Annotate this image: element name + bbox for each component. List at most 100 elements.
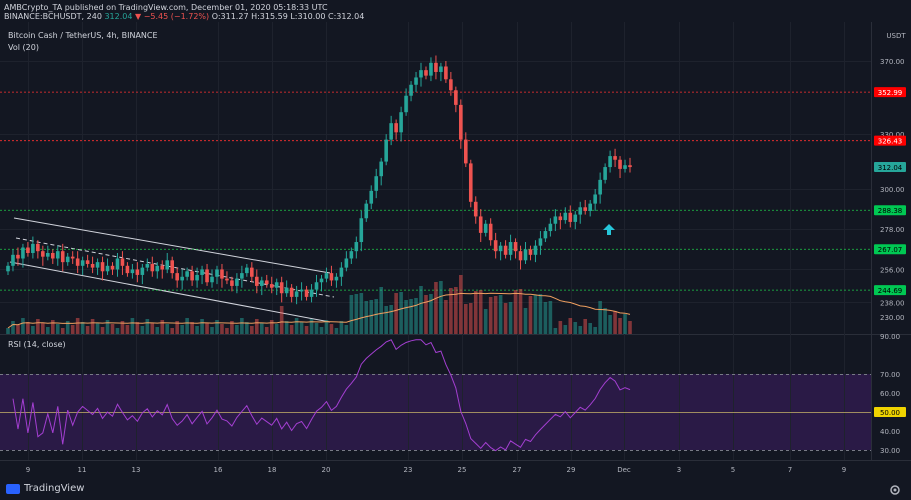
time-tick-label: 3 [677,466,681,474]
volume-bar [210,327,214,334]
volume-bar [439,281,443,334]
candle-body [563,212,568,221]
volume-bar [90,319,95,334]
volume-bar [279,306,284,334]
level-lines [0,91,871,291]
candle-body [16,254,20,259]
settings-gear-icon[interactable] [889,484,901,496]
volume-bar [140,326,145,334]
volume-bar [553,328,558,334]
candle-body [399,112,403,133]
price-badge-label: 326.43 [878,138,903,146]
publish-header: AMBCrypto_TA published on TradingView.co… [0,0,911,22]
candle-body [145,263,150,268]
volume-ma-line [7,292,631,329]
rsi-tick-label: 70.00 [880,371,900,379]
volume-bar [419,286,423,334]
price-tick-label: 238.00 [880,299,905,307]
candle-body [175,273,179,281]
candle-body [130,269,135,274]
volume-bar [255,319,259,334]
volume-bar [319,327,324,334]
volume-bar [195,326,199,334]
rsi-tick-label: 40.00 [880,428,900,436]
volume-bar [369,300,374,334]
candle-body [135,269,140,275]
price-badge [874,87,906,98]
volume-bar [409,299,413,334]
candle-body [548,223,553,232]
volume-bar [518,289,523,334]
volume-bar [424,295,428,334]
price-tick-label: 256.00 [880,266,905,274]
volume-bar [583,319,588,334]
volume-bar [130,318,135,334]
candle-body [558,216,563,221]
volume-bar [105,320,110,334]
volume-bar [488,297,493,334]
candle-body [11,254,15,266]
candle-body [220,269,224,279]
candle-body [439,66,443,72]
volume-bars [6,275,632,334]
candle-body [100,262,105,272]
volume-bar [533,295,538,334]
candle-body [26,247,30,253]
volume-bar [364,301,369,334]
candle-body [578,207,583,215]
tradingview-logo-icon [6,483,20,494]
candle-body [369,190,374,204]
volume-bar [454,287,458,334]
candle-body [309,289,314,297]
time-tick-label: 9 [26,466,30,474]
volume-bar [528,296,533,334]
candle-body [259,280,264,286]
volume-bar [180,325,184,334]
candle-body [344,258,349,268]
candle-body [473,201,478,217]
candle-body [90,263,95,268]
price-chart[interactable]: USDT370.00330.00300.00278.00256.00238.00… [0,22,911,478]
candle-body [250,267,254,277]
volume-bar [399,292,403,334]
tradingview-logo[interactable]: TradingView [6,483,84,494]
volume-bar [374,299,379,334]
time-tick-label: 23 [404,466,413,474]
volume-bar [628,321,632,334]
candle-body [543,231,548,239]
volume-bar [115,328,120,334]
volume-bar [344,325,349,334]
candle-body [513,242,518,252]
candle-body [200,269,204,275]
volume-bar [623,314,627,334]
volume-bar [503,303,508,334]
volume-bar [493,296,498,334]
candle-body [493,240,498,252]
candle-body [36,243,40,252]
candle-body [394,123,398,133]
candle-body [155,265,160,272]
volume-bar [558,321,563,334]
candle-body [115,258,120,270]
candle-body [279,282,284,294]
channel-upper-line [13,217,331,274]
candle-body [568,212,573,222]
candle-body [613,156,617,160]
candle-body [230,280,234,286]
candle-body [444,66,448,80]
volume-bar [225,328,229,334]
candle-body [354,242,359,252]
candle-body [538,238,543,246]
volume-bar [578,326,583,334]
time-tick-label: 13 [132,466,141,474]
chart-legend: Bitcoin Cash / TetherUS, 4h, BINANCE Vol… [8,30,158,54]
candle-body [593,194,597,204]
candle-body [404,95,408,113]
candle-body [434,62,438,72]
volume-bar [389,305,393,334]
candle-body [608,156,612,168]
arrow-up-icon [603,224,615,235]
volume-bar [95,323,100,334]
price-badge [874,161,906,172]
candle-body [240,273,244,279]
